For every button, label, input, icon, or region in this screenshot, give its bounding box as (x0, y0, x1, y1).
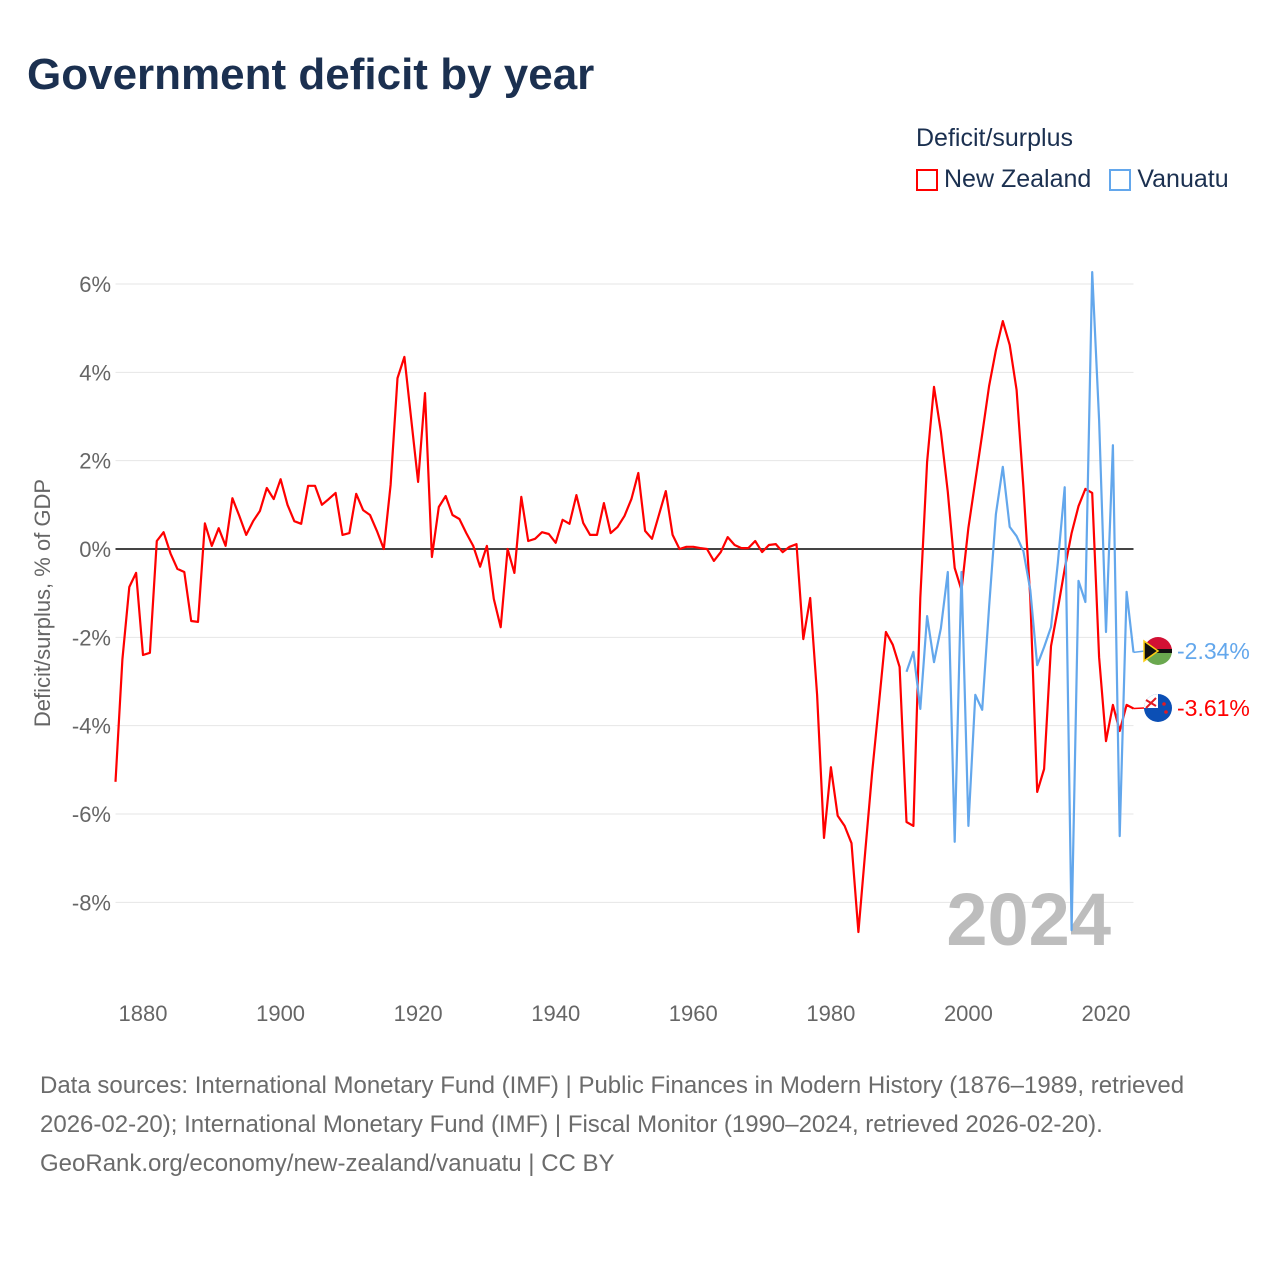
legend-swatch-vanuatu (1109, 168, 1132, 191)
end-value-label: -2.34% (1177, 638, 1250, 664)
legend-title: Deficit/surplus (916, 124, 1073, 152)
y-tick-label: 4% (79, 360, 111, 385)
legend-item-vanuatu[interactable]: Vanuatu (1109, 165, 1229, 194)
flag-new-zealand-icon (1145, 697, 1157, 709)
y-tick-label: -6% (72, 802, 111, 827)
x-tick-label: 1980 (806, 1001, 855, 1026)
flag-new-zealand-icon (1164, 710, 1168, 714)
y-tick-label: 6% (79, 272, 111, 297)
end-value-label: -3.61% (1177, 695, 1250, 721)
chart-title: Government deficit by year (27, 50, 595, 99)
year-watermark: 2024 (946, 878, 1111, 961)
legend-label: Vanuatu (1137, 165, 1229, 193)
x-tick-label: 2020 (1082, 1001, 1131, 1026)
y-axis-label: Deficit/surplus, % of GDP (30, 479, 55, 727)
x-tick-label: 1940 (531, 1001, 580, 1026)
data-sources: Data sources: International Monetary Fun… (40, 1072, 1185, 1138)
legend-item-new-zealand[interactable]: New Zealand (916, 165, 1091, 194)
x-tick-label: 1920 (394, 1001, 443, 1026)
series-line-new-zealand (114, 320, 1135, 934)
y-tick-label: -4% (72, 714, 111, 739)
x-tick-label: 1900 (256, 1001, 305, 1026)
flag-new-zealand-icon (1162, 702, 1166, 706)
x-tick-label: 1960 (669, 1001, 718, 1026)
series-line-vanuatu (905, 271, 1135, 932)
line-chart: 6% 4% 2% 0% -2% -4% -6% -8% 1880 1900 1920 1940 1960… (30, 271, 1250, 1026)
y-tick-label: 2% (79, 449, 111, 474)
legend: New Zealand Vanuatu (916, 165, 1229, 194)
y-tick-label: -8% (72, 890, 111, 915)
credit-link[interactable]: GeoRank.org/economy/new-zealand/vanuatu … (40, 1150, 615, 1177)
footer: Data sources: International Monetary Fun… (40, 1066, 1240, 1183)
y-tick-label: -2% (72, 625, 111, 650)
x-tick-label: 1880 (119, 1001, 168, 1026)
legend-label: New Zealand (944, 165, 1092, 193)
x-tick-label: 2000 (944, 1001, 993, 1026)
label-connector (1133, 650, 1146, 654)
y-tick-label: 0% (79, 537, 111, 562)
legend-swatch-new-zealand (916, 168, 938, 191)
flag-vanuatu-icon (1143, 639, 1160, 663)
